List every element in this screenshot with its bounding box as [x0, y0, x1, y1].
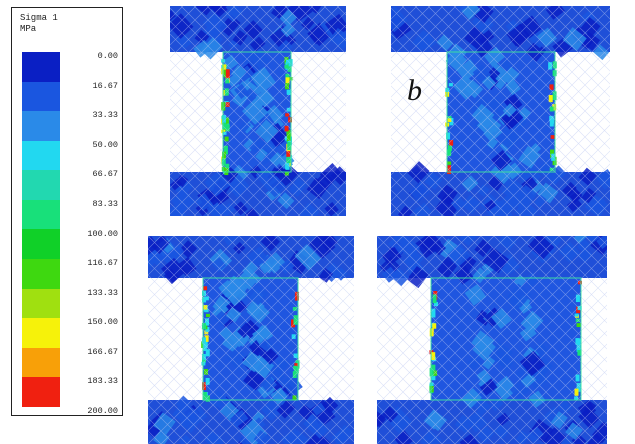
legend-swatch: [22, 199, 60, 230]
legend-tick-label: 133.33: [87, 287, 118, 298]
legend-swatch: [22, 52, 60, 82]
legend-tick-label: 83.33: [92, 198, 118, 209]
legend-swatch: [22, 140, 60, 171]
legend-title: Sigma 1 MPa: [20, 13, 58, 35]
legend-swatch: [22, 170, 60, 200]
legend-tick-label: 50.00: [92, 139, 118, 150]
legend-tick-label: 16.67: [92, 80, 118, 91]
stress-field: [148, 236, 354, 444]
legend-swatch: [22, 111, 60, 141]
legend-swatch: [22, 288, 60, 319]
legend-tick-label: 33.33: [92, 110, 118, 121]
stress-field: [391, 6, 610, 216]
legend-swatch: [22, 259, 60, 289]
legend-swatch: [22, 377, 60, 407]
legend-swatch: [22, 347, 60, 378]
legend-tick-label: 183.33: [87, 376, 118, 387]
stress-field: [170, 6, 346, 216]
legend-tick-label: 150.00: [87, 317, 118, 328]
legend-tick-label: 66.67: [92, 169, 118, 180]
panel-bottom-right: [377, 236, 607, 444]
legend-swatch: [22, 318, 60, 348]
legend-swatch: [22, 81, 60, 112]
legend-title-line1: Sigma 1: [20, 13, 58, 23]
panel-top-left: [170, 6, 346, 216]
panel-bottom-left: [148, 236, 354, 444]
stress-field: [377, 236, 607, 444]
legend-tick-labels: 0.00 16.67 33.33 50.00 66.67 83.33 100.00 116.6…: [64, 51, 120, 416]
legend-color-bar: [22, 52, 60, 407]
legend-tick-label: 200.00: [87, 406, 118, 416]
panel-label-b: b: [407, 74, 422, 107]
stress-legend: Sigma 1 MPa 0.00 16.67 33.33 50.00 66.67 83.3…: [11, 7, 123, 416]
legend-tick-label: 116.67: [87, 258, 118, 269]
legend-title-line2: MPa: [20, 24, 37, 34]
legend-tick-label: 100.00: [87, 228, 118, 239]
legend-tick-label: 166.67: [87, 346, 118, 357]
legend-tick-label: 0.00: [97, 51, 118, 61]
legend-swatch: [22, 229, 60, 260]
panel-top-right: b: [391, 6, 610, 216]
